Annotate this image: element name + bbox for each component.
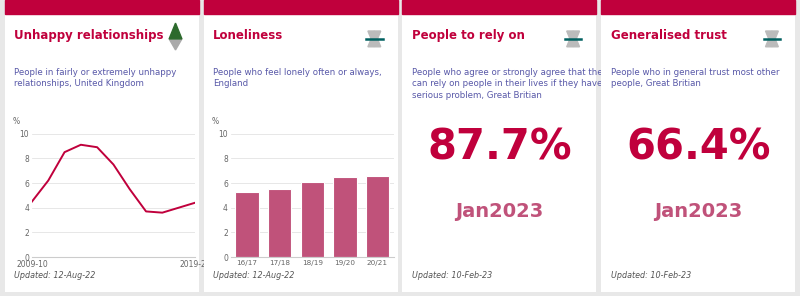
Text: People who feel lonely often or always,
England: People who feel lonely often or always, … (214, 67, 382, 89)
Text: %: % (13, 117, 19, 126)
Polygon shape (169, 39, 182, 50)
Polygon shape (566, 31, 579, 47)
Bar (366, 176, 389, 257)
Text: 87.7%: 87.7% (427, 127, 572, 169)
Text: Jan2023: Jan2023 (455, 202, 543, 221)
Text: People who in general trust most other
people, Great Britian: People who in general trust most other p… (611, 67, 779, 89)
Bar (5, 0, 199, 15)
Text: Updated: 12-Aug-22: Updated: 12-Aug-22 (214, 271, 294, 280)
Bar (203, 0, 398, 15)
Polygon shape (169, 23, 182, 39)
Text: People in fairly or extremely unhappy
relationships, United Kingdom: People in fairly or extremely unhappy re… (14, 67, 177, 89)
Bar (235, 192, 258, 257)
Bar (333, 177, 357, 257)
Bar (402, 0, 597, 15)
Bar (602, 0, 795, 15)
Text: Updated: 12-Aug-22: Updated: 12-Aug-22 (14, 271, 96, 280)
Text: %: % (211, 117, 218, 126)
Text: Jan2023: Jan2023 (654, 202, 742, 221)
Polygon shape (368, 31, 381, 47)
Text: Updated: 10-Feb-23: Updated: 10-Feb-23 (611, 271, 691, 280)
Polygon shape (368, 31, 381, 47)
Text: People who agree or strongly agree that they
can rely on people in their lives i: People who agree or strongly agree that … (412, 67, 610, 100)
Text: Loneliness: Loneliness (214, 29, 283, 42)
Polygon shape (566, 31, 579, 47)
Text: Updated: 10-Feb-23: Updated: 10-Feb-23 (412, 271, 492, 280)
Polygon shape (766, 31, 778, 47)
Text: 66.4%: 66.4% (626, 127, 770, 169)
Text: Generalised trust: Generalised trust (611, 29, 726, 42)
Bar (268, 189, 291, 257)
Bar (301, 182, 324, 257)
Polygon shape (766, 31, 778, 47)
Text: People to rely on: People to rely on (412, 29, 525, 42)
Text: Unhappy relationships: Unhappy relationships (14, 29, 164, 42)
